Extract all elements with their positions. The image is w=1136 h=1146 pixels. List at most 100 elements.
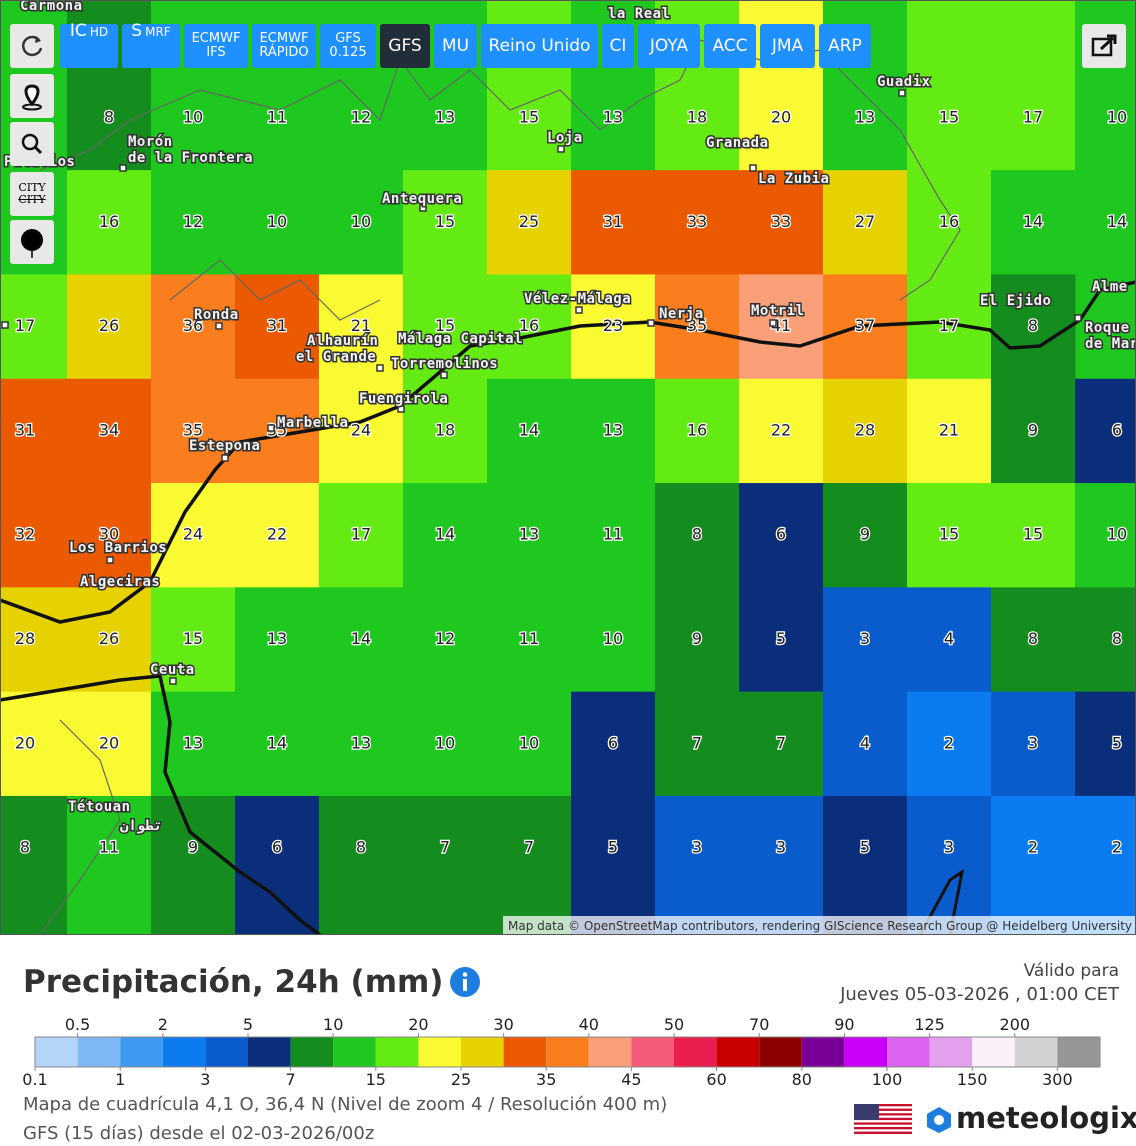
grid-cell <box>823 483 908 588</box>
city-label: CITY <box>18 193 46 206</box>
share-button[interactable] <box>1082 24 1126 68</box>
grid-value: 8 <box>692 525 702 544</box>
grid-value: 14 <box>519 420 539 439</box>
model-button[interactable]: GFS 0.125 <box>320 24 376 68</box>
run-info: GFS (15 días) desde el 02-03-2026/00z <box>23 1123 375 1144</box>
grid-value: 12 <box>351 108 371 127</box>
legend-label: 15 <box>366 1070 386 1089</box>
model-label: CI <box>609 36 627 56</box>
flag[interactable] <box>854 1104 912 1134</box>
grid-cell <box>67 691 152 797</box>
model-button[interactable]: S MRF <box>122 23 180 68</box>
grid-value: 31 <box>267 316 287 335</box>
zoom-button[interactable] <box>10 122 54 166</box>
grid-value: 15 <box>183 629 203 648</box>
coastline <box>918 868 965 935</box>
model-button[interactable]: ARP <box>819 24 871 68</box>
grid-value: 17 <box>939 316 959 335</box>
grid-cell <box>739 274 824 380</box>
grid-value: 13 <box>183 733 203 752</box>
grid-cell <box>487 274 572 380</box>
grid-value: 8 <box>1028 316 1038 335</box>
grid-value: 15 <box>939 525 959 544</box>
grid-value: 12 <box>183 212 203 231</box>
city-button[interactable]: CITY CITY <box>10 172 54 216</box>
grid-cell <box>907 483 992 588</box>
model-button[interactable]: MU <box>434 24 477 68</box>
grid-cell <box>655 378 740 484</box>
grid-value: 13 <box>267 629 287 648</box>
model-label: MU <box>441 36 470 56</box>
grid-value: 13 <box>519 525 539 544</box>
grid-value: 6 <box>272 838 282 857</box>
place-label: Torremolinos <box>391 356 498 372</box>
location-button[interactable] <box>10 74 54 118</box>
grid-cell <box>907 378 992 484</box>
model-button[interactable]: Reino Unido <box>481 24 598 68</box>
grid-cell <box>487 378 572 484</box>
model-button[interactable]: CI <box>602 24 634 68</box>
place-label: Motril <box>751 303 805 319</box>
model-button[interactable]: GFS <box>380 24 430 68</box>
grid-value: 27 <box>855 212 875 231</box>
reload-button[interactable] <box>10 24 54 68</box>
model-label: Reino Unido <box>488 36 591 56</box>
legend-swatch <box>674 1037 717 1067</box>
legend-swatch <box>759 1037 802 1067</box>
grid-value: 36 <box>183 316 203 335</box>
model-button[interactable]: ACC <box>704 24 756 68</box>
model-button[interactable]: IC HD <box>60 23 118 68</box>
grid-cell <box>1075 691 1136 797</box>
grid-cell <box>571 170 656 275</box>
grid-value: 5 <box>608 838 618 857</box>
grid-cell <box>319 483 404 588</box>
grid-cell <box>487 691 572 797</box>
grid-value: 25 <box>519 212 539 231</box>
model-button[interactable]: ECMWF IFS <box>184 24 248 68</box>
grid-cell <box>319 795 404 935</box>
grid-value: 4 <box>860 733 870 752</box>
grid-cell <box>67 795 152 935</box>
grid-value: 33 <box>687 212 707 231</box>
grid-value: 17 <box>15 316 35 335</box>
model-button[interactable]: ECMWF RÁPIDO <box>252 24 316 68</box>
grid-value: 10 <box>435 733 455 752</box>
legend-label: 30 <box>493 1015 513 1034</box>
grid-cell <box>823 170 908 275</box>
grid-value: 7 <box>440 838 450 857</box>
legend-label: 100 <box>872 1070 903 1089</box>
valid-label: Válido para <box>1023 961 1119 981</box>
place-label: Estepona <box>189 438 260 454</box>
grid-cell <box>1075 170 1136 275</box>
legend-label: 5 <box>243 1015 253 1034</box>
attribution-bg <box>503 916 1136 935</box>
marker-button[interactable] <box>10 220 54 264</box>
place-label: el Grande <box>296 349 376 365</box>
grid-cell <box>403 378 488 484</box>
legend-label: 0.1 <box>22 1070 47 1089</box>
grid-value: 15 <box>1023 525 1043 544</box>
grid-value: 5 <box>860 838 870 857</box>
legend-swatch <box>333 1037 376 1067</box>
model-button[interactable]: JOYA <box>638 24 700 68</box>
legend-swatch <box>375 1037 419 1067</box>
grid-value: 2 <box>1112 838 1122 857</box>
info-icon[interactable] <box>449 966 481 998</box>
legend-label: 50 <box>664 1015 684 1034</box>
grid-cell <box>319 691 404 797</box>
grid-value: 10 <box>603 629 623 648</box>
grid-cell <box>571 691 656 797</box>
grid-value: 7 <box>776 733 786 752</box>
model-label: ARP <box>828 36 862 56</box>
place-label: La Zubia <box>758 171 829 187</box>
place-label: Los Barrios <box>69 540 167 556</box>
legend-frame <box>34 1036 1101 1068</box>
grid-cell <box>151 587 236 693</box>
legend-label: 20 <box>408 1015 428 1034</box>
grid-cell <box>319 587 404 693</box>
place-label: Antequera <box>382 191 462 207</box>
grid-value: 26 <box>99 316 119 335</box>
model-label: ACC <box>712 36 748 56</box>
model-button[interactable]: JMA <box>760 24 815 68</box>
